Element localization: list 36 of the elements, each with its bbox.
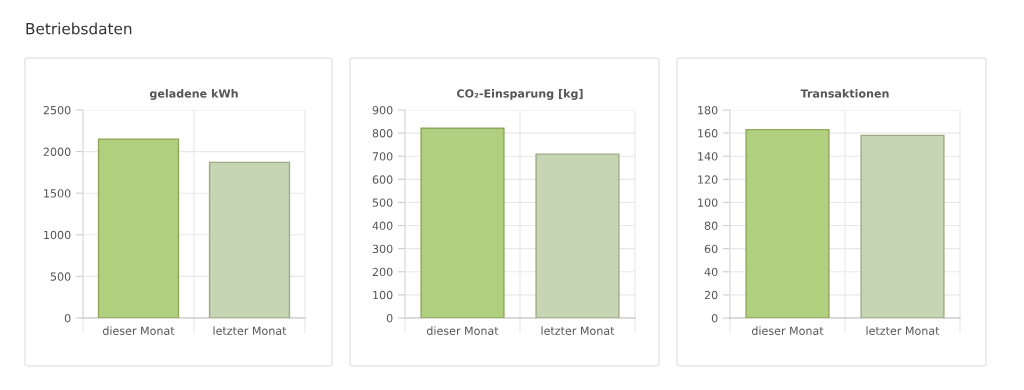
y-tick-label: 100 bbox=[373, 290, 393, 300]
chart-title: Transaktionen bbox=[800, 89, 889, 98]
x-tick-label: letzter Monat bbox=[541, 326, 615, 335]
y-tick-label: 100 bbox=[698, 198, 718, 207]
y-tick-label: 0 bbox=[711, 313, 718, 323]
y-tick-label: 180 bbox=[698, 105, 718, 115]
y-tick-label: 500 bbox=[372, 198, 393, 207]
y-tick-label: 300 bbox=[372, 244, 393, 254]
x-tick-label: letzter Monat bbox=[213, 326, 287, 335]
x-tick-label: letzter Monat bbox=[866, 326, 940, 335]
x-tick-label: dieser Monat bbox=[751, 326, 824, 335]
y-tick-label: 140 bbox=[698, 152, 718, 161]
y-tick-label: 0 bbox=[64, 313, 71, 323]
y-tick-label: 600 bbox=[372, 175, 393, 184]
y-tick-label: 900 bbox=[372, 105, 393, 115]
y-tick-label: 400 bbox=[372, 221, 393, 230]
y-tick-label: 40 bbox=[704, 267, 718, 277]
y-tick-label: 500 bbox=[50, 272, 71, 281]
y-tick-label: 20 bbox=[704, 290, 718, 300]
x-tick-label: dieser Monat bbox=[426, 326, 499, 335]
chart-title: CO₂-Einsparung [kg] bbox=[457, 89, 583, 100]
y-tick-label: 800 bbox=[372, 129, 393, 138]
y-tick-label: 60 bbox=[704, 244, 718, 254]
x-tick-label: dieser Monat bbox=[102, 326, 175, 335]
y-tick-label: 0 bbox=[386, 313, 393, 323]
y-tick-label: 200 bbox=[372, 267, 393, 277]
y-tick-label: 120 bbox=[698, 175, 718, 184]
y-tick-label: 1500 bbox=[44, 189, 71, 198]
chart-title: geladene kWh bbox=[149, 89, 238, 100]
y-tick-label: 80 bbox=[704, 221, 718, 230]
y-tick-label: 2000 bbox=[43, 147, 71, 156]
y-tick-label: 2500 bbox=[43, 105, 71, 115]
y-tick-label: 1000 bbox=[44, 230, 71, 240]
text: Betriebsdaten bbox=[26, 22, 132, 35]
y-tick-label: 700 bbox=[372, 152, 393, 161]
y-tick-label: 160 bbox=[698, 129, 718, 138]
